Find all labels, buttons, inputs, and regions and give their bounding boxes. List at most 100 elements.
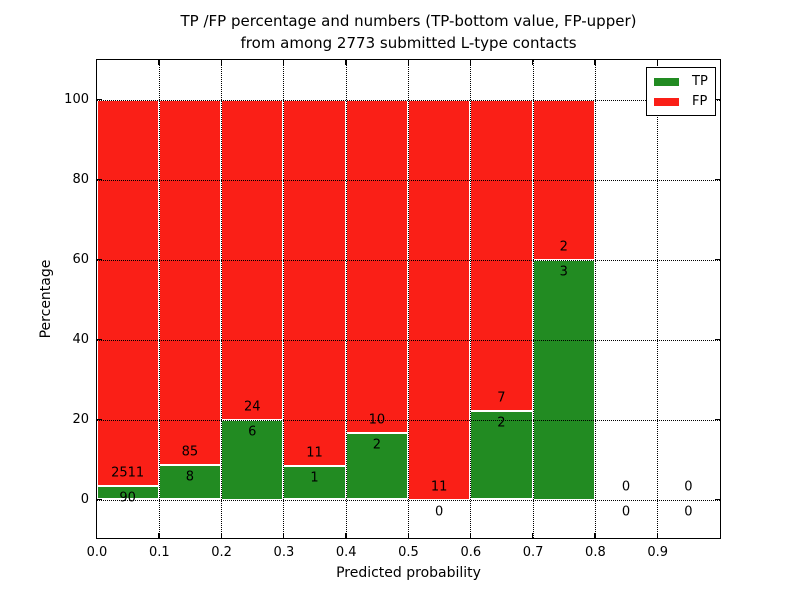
bar-label-tp: 90: [119, 490, 136, 506]
ytick-mark-left: [96, 259, 102, 261]
bar-segment-fp: [345, 99, 408, 433]
xtick-mark-bottom: [282, 532, 285, 538]
legend-entry-fp: FP: [647, 95, 715, 108]
legend-label-fp: FP: [692, 94, 708, 109]
ytick-label-0: 0: [80, 492, 89, 507]
xtick-mark-bottom: [469, 532, 472, 538]
gridline-x-0.5: [408, 59, 409, 538]
ytick-mark-left: [96, 339, 102, 341]
bar-label-fp: 24: [243, 399, 261, 414]
ytick-mark-right: [714, 339, 720, 341]
xtick-mark-bottom: [220, 532, 222, 538]
gridline-x-0.1: [158, 59, 160, 538]
bar-label-tp: 0: [684, 504, 693, 519]
ytick-label-100: 100: [64, 92, 89, 107]
xtick-mark-bottom: [345, 532, 347, 538]
xtick-label-0.2: 0.2: [211, 545, 232, 560]
bar-label-fp: 0: [621, 479, 631, 494]
gridline-x-0.3: [283, 59, 285, 538]
xtick-mark-bottom: [96, 532, 98, 538]
gridline-x-0.9: [657, 59, 659, 538]
bar-label-tp: 6: [248, 424, 257, 439]
xtick-label-0.9: 0.9: [647, 545, 669, 560]
legend-swatch-tp: [654, 77, 679, 86]
bar-label-fp: 7: [497, 390, 506, 406]
xtick-label-0.3: 0.3: [273, 545, 295, 560]
bar-label-fp: 11: [430, 479, 448, 494]
legend-swatch-fp: [654, 97, 679, 106]
bar-segment-tp: [96, 485, 159, 500]
xtick-mark-top: [345, 59, 347, 65]
xtick-label-0.8: 0.8: [585, 545, 606, 560]
gridline-x-0.4: [345, 59, 347, 538]
ytick-label-20: 20: [72, 412, 89, 427]
bar-segment-tp: [470, 410, 533, 500]
bar-label-fp: 11: [306, 445, 323, 461]
xtick-mark-top: [96, 59, 98, 65]
plot-area: 2511 90 85 8 24 6 11 1 10 2 11 0 7 2 2 3 0 0 0 0: [95, 58, 721, 539]
ytick-mark-left: [96, 499, 102, 501]
xtick-mark-top: [532, 59, 534, 65]
bar-segment-fp: [408, 99, 471, 500]
bar-label-tp: 0: [621, 504, 631, 519]
ytick-mark-right: [714, 259, 720, 261]
bar-label-tp: 2: [372, 437, 381, 453]
legend-entry-tp: TP: [647, 75, 715, 88]
ytick-mark-right: [714, 179, 720, 181]
xtick-mark-top: [220, 59, 222, 65]
bar-label-tp: 3: [559, 264, 568, 279]
bar-segment-tp: [283, 466, 346, 500]
xtick-label-0.5: 0.5: [398, 545, 419, 560]
ytick-mark-right: [714, 419, 720, 421]
bar-label-tp: 2: [497, 415, 506, 431]
bar-label-fp: 85: [181, 444, 199, 460]
xtick-label-0.1: 0.1: [148, 545, 170, 560]
xtick-mark-bottom: [407, 532, 409, 538]
gridline-x-0.2: [221, 59, 223, 538]
ytick-label-80: 80: [72, 172, 89, 187]
bar-label-tp: 0: [435, 504, 444, 519]
ytick-mark-left: [96, 419, 102, 421]
xtick-mark-top: [407, 59, 409, 65]
ytick-mark-right: [714, 499, 720, 501]
bar-segment-tp: [532, 259, 595, 500]
bar-label-fp: 2: [559, 239, 568, 254]
gridline-x-0.7: [532, 59, 534, 538]
x-axis-label: Predicted probability: [336, 565, 481, 581]
chart-title: TP /FP percentage and numbers (TP-bottom…: [97, 10, 720, 54]
ytick-mark-left: [96, 99, 102, 101]
legend: TP FP: [646, 67, 716, 116]
xtick-mark-bottom: [532, 532, 534, 538]
ytick-mark-left: [96, 179, 102, 181]
gridline-x-0.8: [594, 59, 596, 538]
xtick-label-0.7: 0.7: [522, 545, 544, 560]
xtick-label-0.4: 0.4: [335, 545, 357, 560]
gridline-x-0.6: [470, 59, 472, 538]
bar-label-fp: 10: [368, 412, 386, 428]
bar-segment-fp: [470, 99, 533, 411]
bar-segment-fp: [283, 99, 346, 467]
ytick-mark-right: [714, 99, 720, 101]
ytick-label-40: 40: [72, 332, 89, 347]
ytick-label-60: 60: [72, 252, 89, 267]
xtick-mark-bottom: [158, 532, 160, 538]
xtick-mark-bottom: [656, 532, 659, 538]
bar-label-tp: 1: [310, 470, 319, 486]
xtick-mark-top: [594, 59, 596, 65]
y-axis-label: Percentage: [38, 259, 54, 339]
legend-label-tp: TP: [692, 74, 708, 89]
xtick-mark-top: [282, 59, 285, 65]
xtick-label-0.6: 0.6: [460, 545, 482, 560]
bar-segment-fp: [158, 99, 222, 466]
chart-title-line2: from among 2773 submitted L-type contact…: [240, 34, 577, 52]
xtick-mark-top: [469, 59, 472, 65]
chart-title-line1: TP /FP percentage and numbers (TP-bottom…: [180, 12, 637, 30]
xtick-mark-top: [158, 59, 160, 65]
xtick-label-0.0: 0.0: [86, 545, 108, 560]
bar-segment-fp: [96, 99, 159, 486]
xtick-mark-top: [656, 59, 659, 65]
bar-segment-tp: [158, 465, 222, 500]
bar-label-fp: 2511: [111, 465, 145, 481]
xtick-mark-bottom: [594, 532, 596, 538]
